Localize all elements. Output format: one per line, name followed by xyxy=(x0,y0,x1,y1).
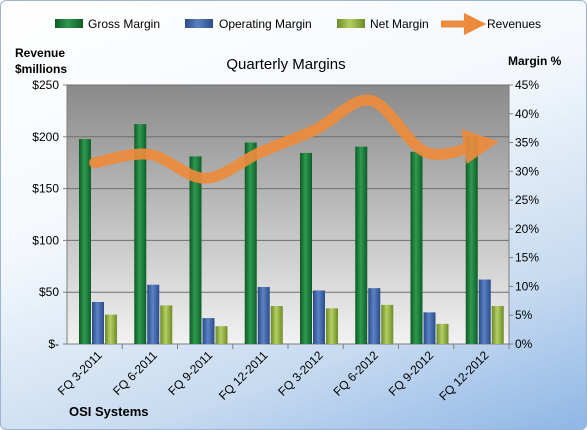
legend: Gross Margin Operating Margin Net Margin… xyxy=(55,12,541,36)
gross-margin-bar xyxy=(79,139,91,344)
x-tick-label: FQ 3-2012 xyxy=(275,348,326,399)
legend-swatch-gross-margin xyxy=(55,19,83,28)
plot-area xyxy=(66,84,510,345)
right-tick-label: 30% xyxy=(515,164,539,178)
right-axis-ticks: 0% 5% 10% 15% 20% 25% 30% 35% 40% 45% xyxy=(509,78,539,351)
right-tick-label: 20% xyxy=(515,222,539,236)
left-axis-title-line1: Revenue xyxy=(15,46,65,60)
right-axis-title: Margin % xyxy=(508,54,562,68)
legend-swatch-operating-margin xyxy=(185,19,213,28)
revenue-line xyxy=(89,94,499,184)
x-tick-label: FQ 9-2012 xyxy=(386,348,437,399)
left-axis-title-line2: $millions xyxy=(15,62,67,76)
x-tick-label: FQ 12-2012 xyxy=(436,348,491,403)
gross-margin-bar xyxy=(300,152,312,344)
legend-item-revenues: Revenues xyxy=(441,12,541,36)
legend-item-operating-margin: Operating Margin xyxy=(185,17,312,31)
chart-title: Quarterly Margins xyxy=(226,56,345,73)
left-tick-label: $200 xyxy=(32,130,59,144)
operating-margin-bar xyxy=(423,312,436,344)
net-margin-bar xyxy=(105,314,117,344)
operating-margin-bar xyxy=(313,290,325,344)
x-tick-label: FQ 6-2011 xyxy=(110,348,160,398)
x-tick-label: FQ 12-2011 xyxy=(216,348,271,403)
net-margin-bar xyxy=(270,306,283,344)
net-margin-bar xyxy=(491,306,504,344)
right-tick-label: 15% xyxy=(515,251,539,265)
net-margin-bar xyxy=(160,305,173,344)
right-tick-label: 25% xyxy=(515,193,539,207)
right-tick-label: 40% xyxy=(515,107,539,121)
legend-label-net-margin: Net Margin xyxy=(370,17,429,31)
left-tick-label: $100 xyxy=(32,233,59,247)
gross-margin-bar xyxy=(410,151,423,344)
legend-label-operating-margin: Operating Margin xyxy=(219,17,312,31)
left-tick-label: $- xyxy=(48,337,59,351)
left-axis-ticks: $- $50 $100 $150 $200 $250 xyxy=(32,78,67,351)
left-tick-label: $250 xyxy=(32,78,59,92)
net-margin-bar xyxy=(381,304,394,344)
net-margin-bar xyxy=(215,326,228,344)
revenues-line xyxy=(89,94,499,184)
right-tick-label: 10% xyxy=(515,279,539,293)
bars xyxy=(79,124,504,344)
gross-margin-bar xyxy=(244,142,257,344)
company-label: OSI Systems xyxy=(69,404,149,419)
x-tick-label: FQ 9-2011 xyxy=(165,348,215,398)
operating-margin-bar xyxy=(368,288,381,344)
net-margin-bar xyxy=(326,308,338,344)
operating-margin-bar xyxy=(257,287,270,344)
gross-margin-bar xyxy=(465,136,478,344)
operating-margin-bar xyxy=(478,279,491,344)
right-tick-label: 0% xyxy=(515,337,533,351)
net-margin-bar xyxy=(436,323,449,344)
left-tick-label: $50 xyxy=(39,285,59,299)
operating-margin-bar xyxy=(147,284,160,344)
x-tick-label: FQ 3-2011 xyxy=(55,348,105,398)
gross-margin-bar xyxy=(189,156,202,344)
left-tick-label: $150 xyxy=(32,182,59,196)
operating-margin-bar xyxy=(92,301,104,344)
legend-label-gross-margin: Gross Margin xyxy=(88,17,160,31)
x-axis-ticks: FQ 3-2011 FQ 6-2011 FQ 9-2011 FQ 12-2011 FQ … xyxy=(55,344,510,403)
right-tick-label: 45% xyxy=(515,78,539,92)
legend-item-gross-margin: Gross Margin xyxy=(55,17,160,31)
legend-item-net-margin: Net Margin xyxy=(337,17,429,31)
right-tick-label: 35% xyxy=(515,136,539,150)
operating-margin-bar xyxy=(202,318,215,344)
x-tick-label: FQ 6-2012 xyxy=(331,348,382,399)
right-tick-label: 5% xyxy=(515,308,533,322)
legend-label-revenues: Revenues xyxy=(487,17,541,31)
legend-swatch-net-margin xyxy=(337,19,365,28)
gross-margin-bar xyxy=(355,146,368,344)
gross-margin-bar xyxy=(134,124,147,344)
